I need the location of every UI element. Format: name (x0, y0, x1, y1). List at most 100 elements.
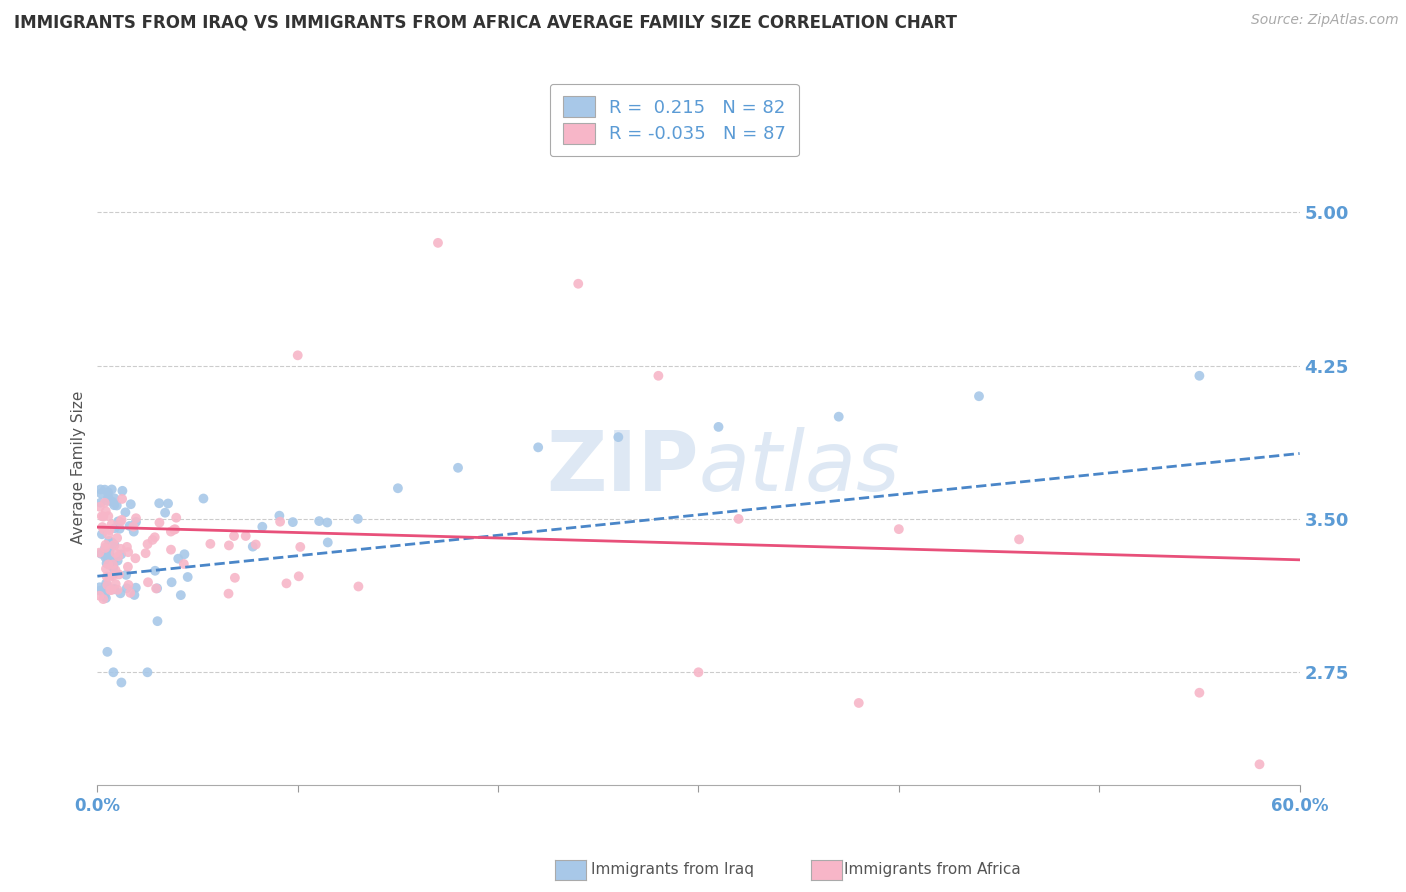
Point (160, 542, 183, 557)
Point (387, 481, 409, 495)
Point (967, 389, 990, 403)
Point (153, 506, 176, 520)
Point (107, 554, 129, 568)
Point (94, 483, 117, 497)
Point (89, 580, 111, 594)
Point (96, 493, 118, 508)
Point (115, 540, 138, 554)
Point (97, 509, 120, 524)
Point (276, 576, 298, 591)
Point (173, 557, 195, 571)
Point (218, 587, 240, 601)
Text: Source: ZipAtlas.com: Source: ZipAtlas.com (1251, 13, 1399, 28)
Point (117, 545, 139, 559)
Point (160, 575, 183, 590)
Point (308, 514, 330, 528)
Point (120, 497, 142, 511)
Point (94, 538, 117, 552)
Point (607, 430, 630, 444)
Point (103, 665, 125, 680)
Point (94, 579, 117, 593)
Point (94, 550, 117, 565)
Point (245, 537, 267, 551)
Point (96, 546, 118, 560)
Point (347, 579, 370, 593)
Point (103, 559, 125, 574)
Point (120, 586, 142, 600)
Point (90, 486, 112, 500)
Point (242, 540, 264, 554)
Point (235, 529, 257, 543)
Point (148, 516, 170, 530)
Point (103, 582, 125, 597)
Point (94, 549, 117, 563)
Point (125, 515, 148, 529)
Point (101, 558, 124, 572)
Point (135, 546, 157, 560)
Point (105, 531, 128, 545)
Point (98, 546, 121, 560)
Point (98, 570, 121, 584)
Point (828, 409, 851, 424)
Point (91, 509, 114, 524)
Point (110, 548, 132, 562)
Point (110, 515, 132, 529)
Point (103, 582, 125, 596)
Point (97, 558, 120, 572)
Point (93, 589, 115, 603)
Point (101, 569, 124, 583)
Point (89, 483, 111, 497)
Point (287, 569, 309, 583)
Point (97, 485, 120, 500)
Point (427, 235, 450, 250)
Point (114, 505, 136, 519)
Point (105, 499, 128, 513)
Point (94, 541, 117, 555)
Point (887, 522, 910, 536)
Point (157, 496, 180, 510)
Point (111, 483, 134, 498)
Point (447, 460, 470, 475)
Point (89, 546, 111, 560)
Point (97, 491, 120, 505)
Y-axis label: Average Family Size: Average Family Size (72, 391, 86, 544)
Point (167, 551, 190, 566)
Point (94, 504, 117, 518)
Point (100, 517, 122, 532)
Legend: R =  0.215   N = 82, R = -0.035   N = 87: R = 0.215 N = 82, R = -0.035 N = 87 (550, 84, 799, 156)
Point (93, 523, 115, 537)
Point (347, 512, 370, 526)
Point (103, 554, 125, 568)
Point (90, 527, 112, 541)
Point (287, 348, 309, 362)
Point (115, 567, 138, 582)
Point (146, 614, 169, 628)
Point (103, 538, 125, 552)
Point (97, 556, 120, 570)
Point (91, 592, 114, 607)
Point (103, 561, 125, 575)
Point (89, 500, 111, 514)
Point (104, 577, 127, 591)
Point (136, 537, 159, 551)
Point (688, 665, 710, 680)
Point (104, 563, 127, 577)
Point (100, 582, 122, 597)
Point (98, 543, 121, 558)
Point (1028, 798, 1050, 813)
Point (143, 530, 166, 544)
Point (110, 675, 132, 690)
Point (224, 571, 246, 585)
Point (1188, 686, 1211, 700)
Point (173, 547, 195, 561)
Point (117, 559, 139, 574)
Point (89, 589, 111, 603)
Point (96, 569, 118, 583)
Point (107, 514, 129, 528)
Point (96, 547, 118, 561)
Text: Immigrants from Africa: Immigrants from Africa (844, 863, 1021, 877)
Point (104, 546, 127, 560)
Point (141, 533, 163, 547)
Point (647, 368, 669, 383)
Point (848, 696, 870, 710)
